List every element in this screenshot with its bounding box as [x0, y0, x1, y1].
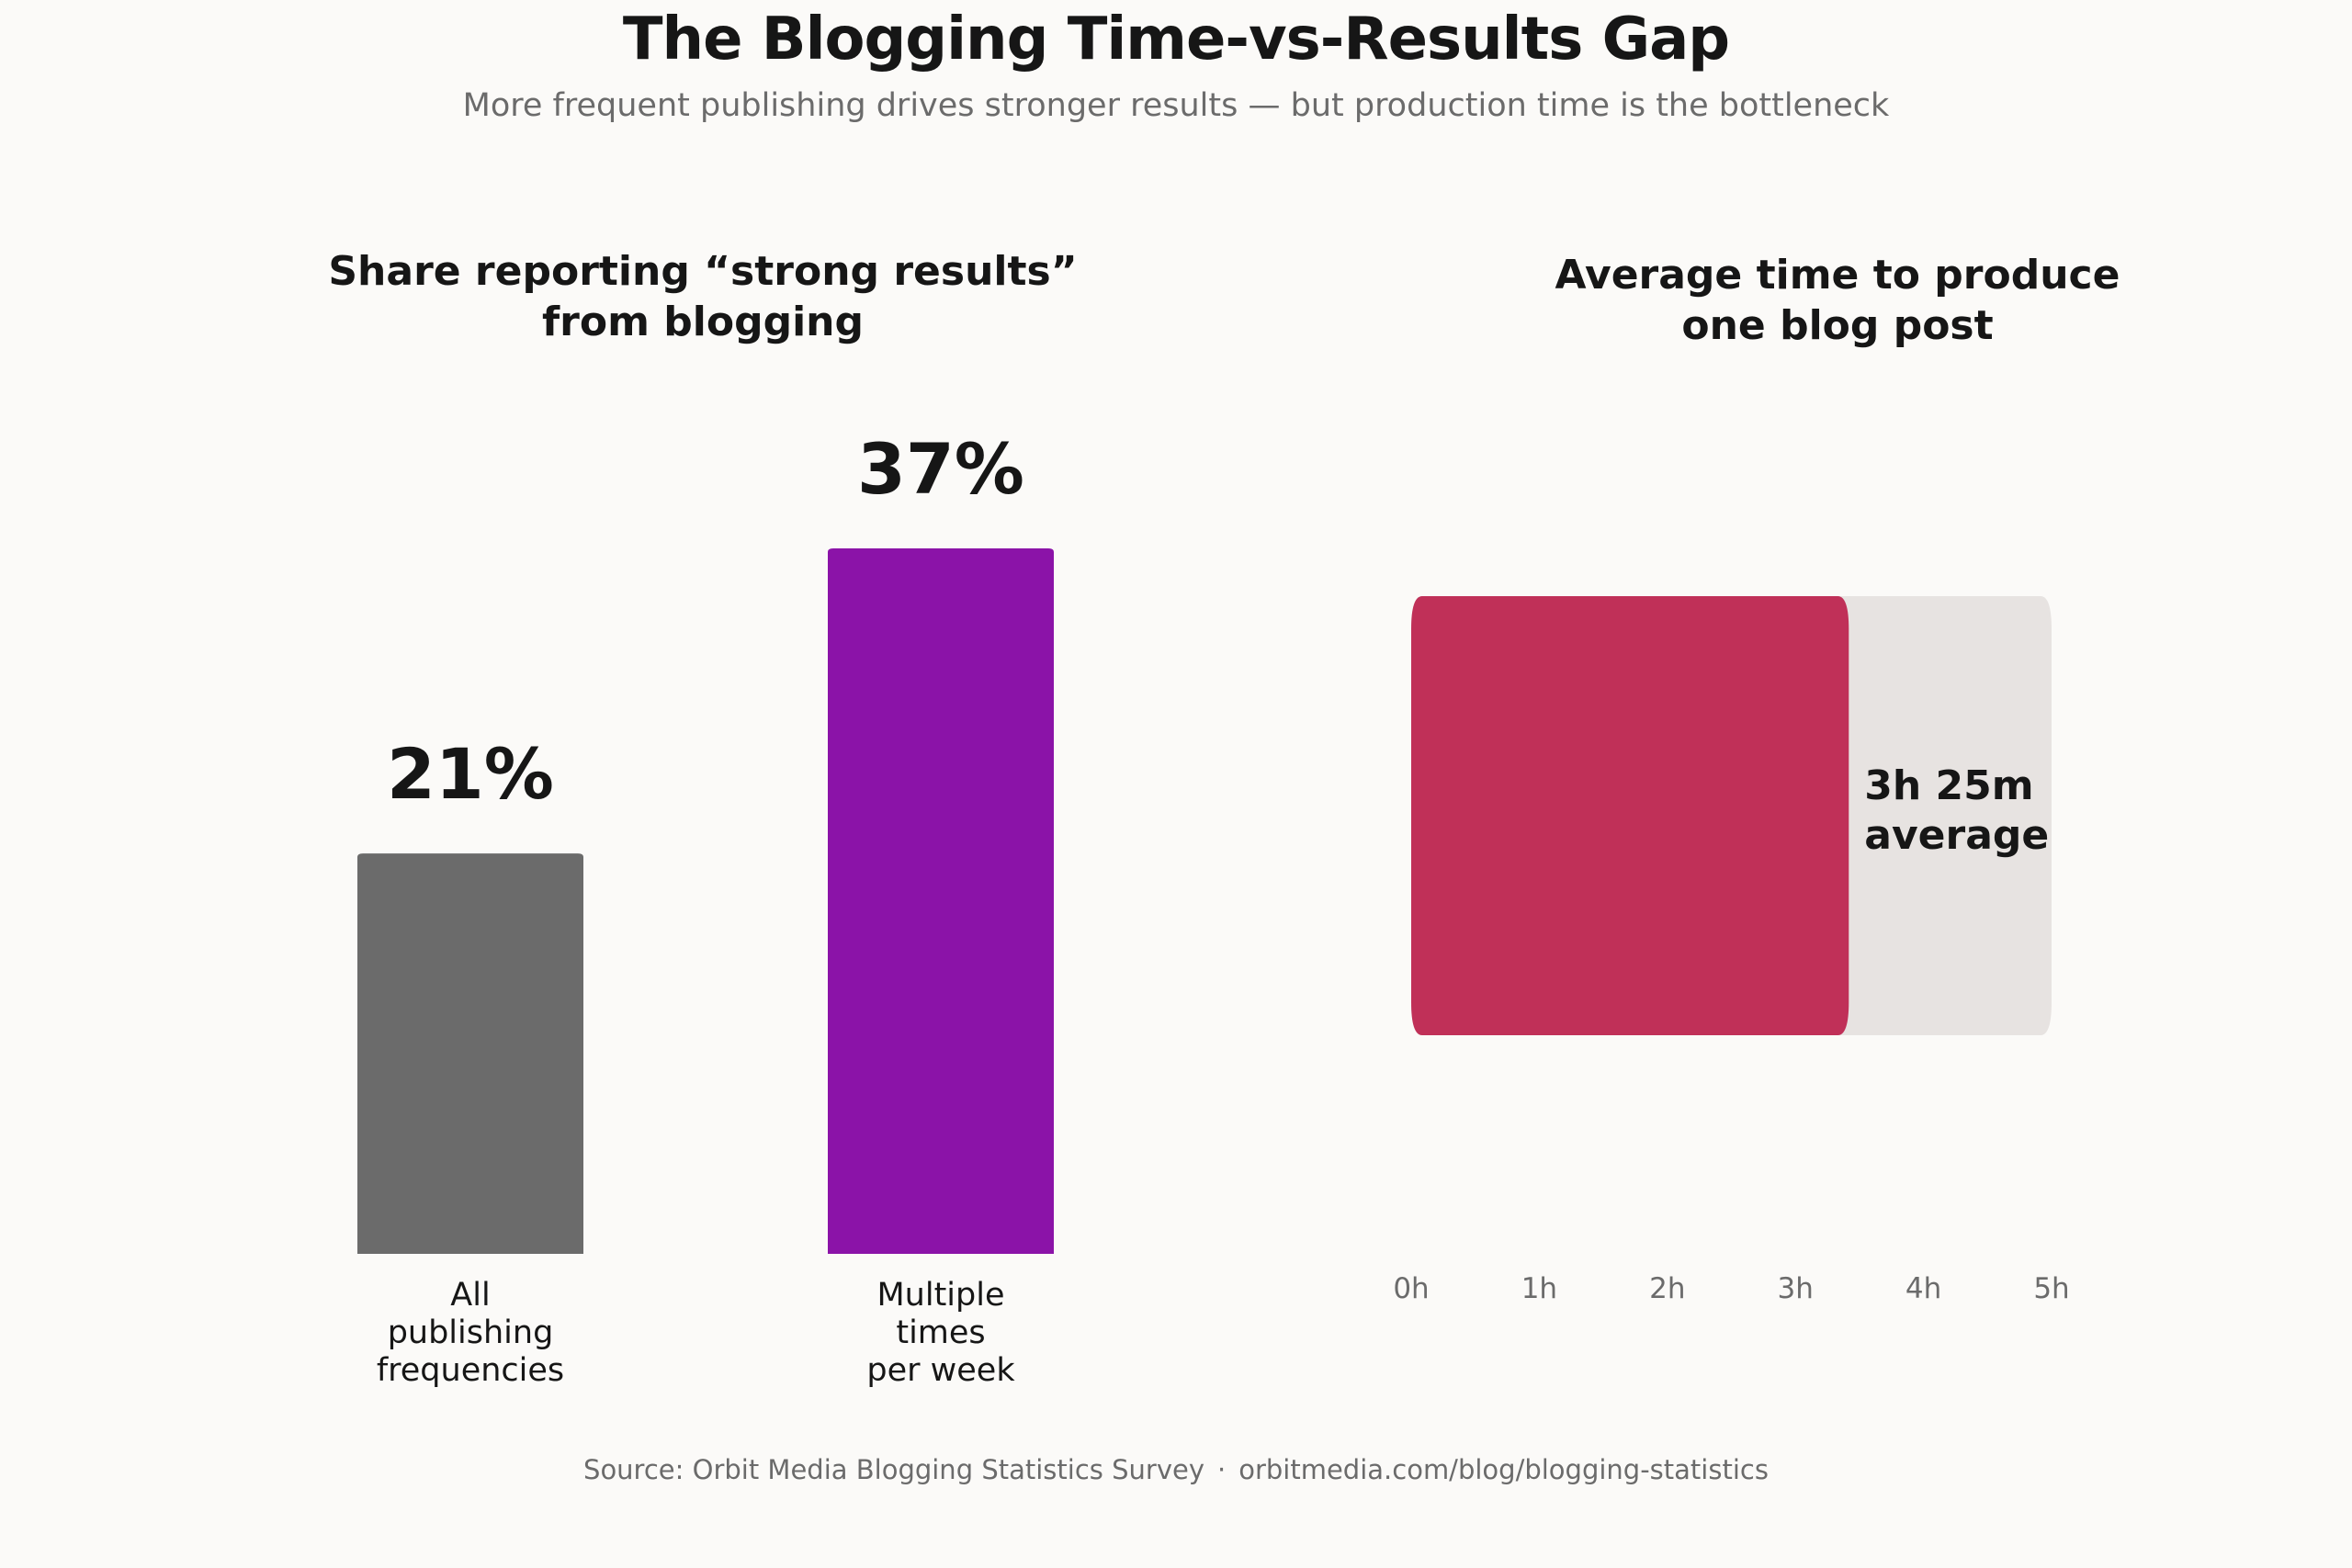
- time-value-label-line-1: average: [1864, 812, 2049, 859]
- category-label-1-line-2: per week: [866, 1352, 1015, 1389]
- right-panel-title-line-2: one blog post: [1681, 302, 1994, 349]
- category-label-1-line-0: Multiple: [876, 1277, 1004, 1314]
- x-tick-label-1: 1h: [1521, 1272, 1557, 1305]
- x-tick-label-5: 5h: [2033, 1272, 2069, 1305]
- bar-value-label-1: 37%: [857, 428, 1024, 510]
- source-text: Source: Orbit Media Blogging Statistics …: [583, 1454, 1204, 1485]
- source-separator: ·: [1216, 1454, 1227, 1485]
- chart-subtitle: More frequent publishing drives stronger…: [462, 87, 1890, 124]
- category-label-0-line-2: frequencies: [377, 1352, 564, 1389]
- left-panel-title-line-2: from blogging: [542, 299, 864, 345]
- time-value-label-line-0: 3h 25m: [1864, 762, 2033, 809]
- x-tick-label-2: 2h: [1649, 1272, 1685, 1305]
- bar-value-label-0: 21%: [387, 733, 554, 815]
- x-tick-label-4: 4h: [1905, 1272, 1941, 1305]
- category-label-0-line-0: All: [450, 1277, 490, 1314]
- category-label-0-line-1: publishing: [388, 1314, 554, 1351]
- bar-1: [828, 548, 1054, 1254]
- x-tick-label-3: 3h: [1778, 1272, 1814, 1305]
- source-footer: Source: Orbit Media Blogging Statistics …: [0, 1454, 2352, 1485]
- time-fill-bar: [1411, 596, 1849, 1035]
- bar-0: [357, 853, 583, 1254]
- category-label-1-line-1: times: [896, 1314, 985, 1351]
- left-panel-title-line-1: Share reporting “strong results”: [328, 248, 1078, 295]
- right-panel-title-line-1: Average time to produce: [1555, 252, 2120, 299]
- source-url: orbitmedia.com/blog/blogging-statistics: [1238, 1454, 1769, 1485]
- x-tick-label-0: 0h: [1393, 1272, 1429, 1305]
- chart-title: The Blogging Time-vs-Results Gap: [622, 6, 1730, 73]
- left-panel-title: Share reporting “strong results” from bl…: [285, 246, 1121, 347]
- right-panel-title: Average time to produce one blog post: [1415, 250, 2260, 351]
